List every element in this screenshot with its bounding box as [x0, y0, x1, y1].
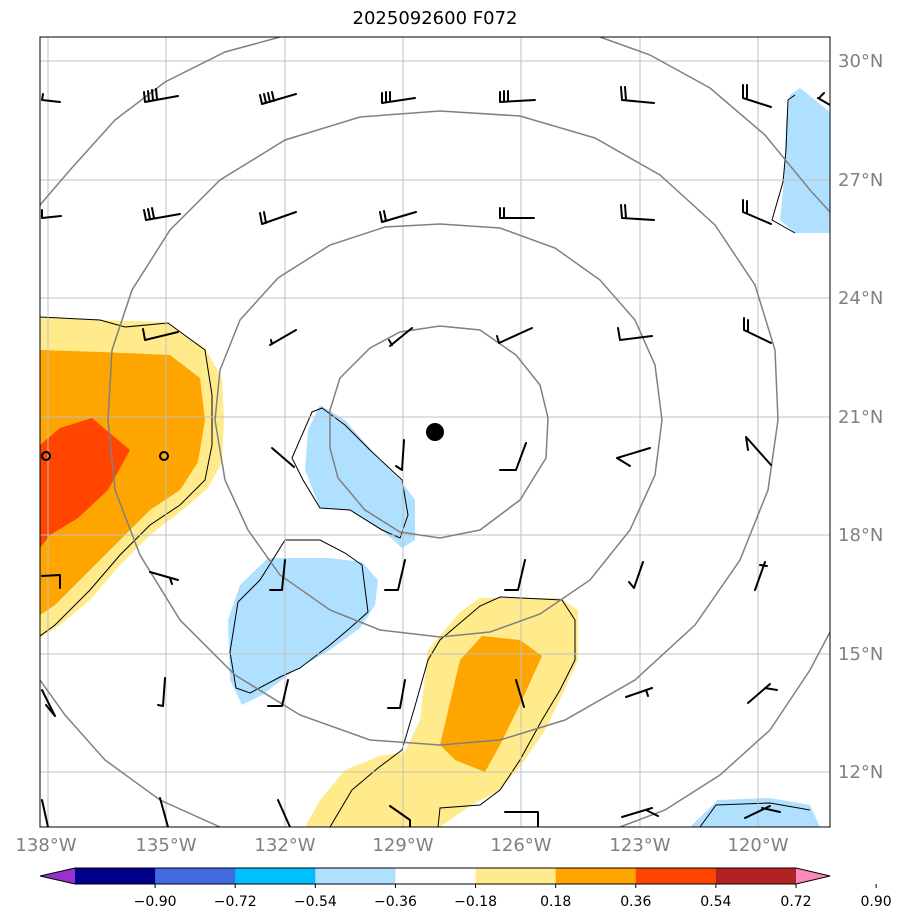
colorbar-swatch — [155, 868, 236, 884]
negative-anomaly-regions — [228, 88, 830, 827]
barb-row-12n — [41, 797, 781, 827]
lat-label: 12°N — [838, 762, 883, 783]
colorbar-tick-label: 0.36 — [620, 894, 651, 910]
colorbar-tick-label: 0.90 — [861, 894, 892, 910]
colorbar-tick-label: 0.72 — [780, 894, 811, 910]
colorbar-tick-label: 0.54 — [700, 894, 731, 910]
colorbar-outline — [39, 867, 831, 885]
plot-frame — [39, 36, 831, 828]
positive-anomaly-south — [305, 598, 578, 827]
lon-label: 126°W — [490, 835, 551, 856]
anomaly-contours — [40, 94, 811, 827]
lon-label: 135°W — [135, 835, 196, 856]
barb-row-15n — [41, 677, 778, 717]
lon-label: 132°W — [254, 835, 315, 856]
colorbar-extend-high — [796, 868, 830, 884]
colorbar-swatch — [315, 868, 396, 884]
colorbar-extend-low — [40, 868, 75, 884]
barb-row-18n — [41, 559, 768, 591]
colorbar-tick-label: −0.90 — [134, 894, 177, 910]
barb-row-27n — [41, 199, 772, 225]
graticule — [40, 37, 830, 827]
colorbar-tick-label: 0.18 — [540, 894, 571, 910]
lat-label: 27°N — [838, 170, 883, 191]
map-title: 2025092600 F072 — [352, 8, 518, 29]
colorbar-swatch — [475, 868, 557, 884]
lon-label: 129°W — [372, 835, 433, 856]
lon-label: 138°W — [15, 835, 76, 856]
barb-row-21n — [271, 436, 772, 471]
wind-barbs — [41, 84, 830, 827]
colorbar-swatch — [635, 868, 717, 884]
positive-anomaly-west — [40, 317, 224, 638]
colorbar-swatch — [555, 868, 637, 884]
lat-label: 15°N — [838, 644, 883, 665]
lat-label: 24°N — [838, 288, 883, 309]
calm-markers — [41, 451, 169, 461]
latitude-labels: 30°N 27°N 24°N 21°N 18°N 15°N 12°N — [838, 51, 883, 783]
lat-label: 21°N — [838, 407, 883, 428]
colorbar-swatch — [235, 868, 316, 884]
lon-label: 120°W — [727, 835, 788, 856]
colorbar-swatch — [75, 868, 156, 884]
lat-label: 18°N — [838, 525, 883, 546]
storm-center-marker — [426, 423, 444, 441]
distance-rings — [40, 37, 830, 827]
colorbar: −0.90 −0.72 −0.54 −0.36 −0.18 0.18 0.36 0.54 0.7… — [39, 867, 892, 910]
lat-label: 30°N — [838, 51, 883, 72]
colorbar-swatch — [395, 868, 477, 884]
barb-row-24n — [142, 317, 772, 347]
colorbar-tick-label: −0.72 — [214, 894, 257, 910]
barb-row-30n — [41, 84, 830, 108]
colorbar-tick-label: −0.54 — [294, 894, 337, 910]
colorbar-swatch — [715, 868, 797, 884]
longitude-labels: 138°W 135°W 132°W 129°W 126°W 123°W 120°… — [15, 835, 788, 856]
plot-area — [40, 37, 830, 827]
lon-label: 123°W — [609, 835, 670, 856]
colorbar-tick-label: −0.18 — [454, 894, 497, 910]
colorbar-tick-label: −0.36 — [374, 894, 417, 910]
